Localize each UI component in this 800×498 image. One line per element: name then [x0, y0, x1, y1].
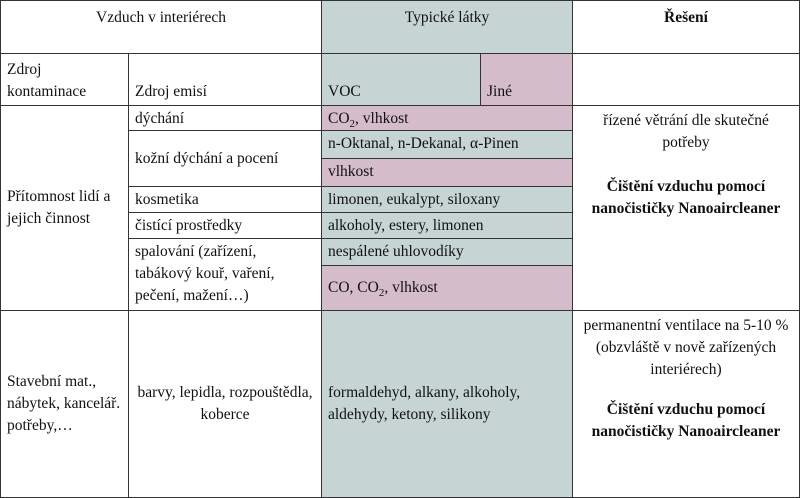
header-typical-substances-label: Typické látky — [404, 9, 490, 26]
co2-subscript: 2 — [349, 118, 356, 131]
group2-emission-label: barvy, lepidla, rozpouštědla, koberce — [137, 384, 313, 423]
co-co2-text: CO, CO — [328, 279, 379, 296]
group2-solution-cell: permanentní ventilace na 5-10 % (obzvláš… — [572, 310, 800, 498]
group1-source-cell: Přítomnost lidí a jejich činnost — [0, 105, 129, 311]
group2-source-label: Stavební mat., nábytek, kancelář. potřeb… — [7, 373, 121, 434]
group1-source-label: Přítomnost lidí a jejich činnost — [7, 188, 111, 227]
group2-substance-cell: formaldehyd, alkany, alkoholy, aldehydy,… — [321, 310, 573, 498]
group2-substance-label: formaldehyd, alkany, alkoholy, aldehydy,… — [328, 384, 521, 423]
subheader-solutions-empty — [572, 53, 800, 106]
group1-substance-combustion-voc: nespálené uhlovodíky — [321, 238, 573, 266]
group1-substance-skin-other: vlhkost — [321, 158, 573, 187]
header-air-indoor-label: Vzduch v interiérech — [96, 9, 226, 26]
subheader-source-contamination: Zdroj kontaminace — [0, 53, 129, 106]
header-air-indoor: Vzduch v interiérech — [0, 0, 322, 54]
group1-emission-breathing: dýchání — [128, 105, 322, 131]
group1-emission-skin-label: kožní dýchání a pocení — [135, 149, 279, 167]
group1-substance-combustion-voc-label: nespálené uhlovodíky — [328, 243, 464, 260]
group1-substance-skin-voc: n-Oktanal, n-Dekanal, α-Pinen — [321, 130, 573, 159]
group1-solution-bold: Čištění vzduchu pomocí nanočističky Nano… — [591, 178, 781, 217]
subheader-other: Jiné — [480, 53, 573, 106]
group1-substance-cleaning: alkoholy, estery, limonen — [321, 212, 573, 239]
humidity-text: , vlhkost — [355, 110, 409, 127]
subheader-source-emissions: Zdroj emisí — [128, 53, 322, 106]
subheader-voc-label: VOC — [328, 83, 361, 100]
group1-substance-skin-other-label: vlhkost — [328, 163, 374, 180]
group2-emission-cell: barvy, lepidla, rozpouštědla, koberce — [128, 310, 322, 498]
group1-substance-combustion-other: CO, CO2, vlhkost — [321, 265, 573, 311]
group2-solution-bold: Čištění vzduchu pomocí nanočističky Nano… — [591, 401, 781, 440]
subheader-other-label: Jiné — [487, 83, 512, 100]
group1-emission-cosmetics-label: kosmetika — [135, 191, 199, 208]
group1-substance-cosmetics-label: limonen, eukalypt, siloxany — [328, 191, 501, 208]
group1-emission-cleaning-label: čistící prostředky — [135, 217, 243, 234]
group1-emission-breathing-label: dýchání — [135, 110, 185, 127]
group1-emission-combustion-label: spalování (zařízení, tabákový kouř, vaře… — [135, 243, 275, 304]
header-solutions: Řešení — [572, 0, 800, 54]
subheader-source-emissions-label: Zdroj emisí — [135, 83, 207, 100]
group1-substance-cleaning-label: alkoholy, estery, limonen — [328, 217, 484, 234]
group1-emission-combustion: spalování (zařízení, tabákový kouř, vaře… — [128, 238, 322, 311]
co2-subscript-2: 2 — [378, 287, 385, 300]
humidity-text-2: , vlhkost — [384, 279, 438, 296]
group1-emission-cosmetics: kosmetika — [128, 186, 322, 213]
header-solutions-label: Řešení — [664, 9, 708, 26]
group2-solution-text: permanentní ventilace na 5-10 % (obzvláš… — [583, 317, 789, 378]
co2-text: CO — [328, 110, 350, 127]
group1-substance-cosmetics: limonen, eukalypt, siloxany — [321, 186, 573, 213]
group1-solution-text: řízené větrání dle skutečné potřeby — [603, 112, 769, 151]
group1-substance-combustion-other-label: CO, CO2, vlhkost — [328, 277, 438, 299]
group1-substance-skin-voc-label: n-Oktanal, n-Dekanal, α-Pinen — [328, 135, 519, 152]
subheader-voc: VOC — [321, 53, 481, 106]
group1-emission-cleaning: čistící prostředky — [128, 212, 322, 239]
header-typical-substances: Typické látky — [321, 0, 573, 54]
group2-source-cell: Stavební mat., nábytek, kancelář. potřeb… — [0, 310, 129, 498]
group1-substance-breathing: CO2, vlhkost — [321, 105, 573, 131]
subheader-source-contamination-label: Zdroj kontaminace — [7, 61, 87, 100]
group1-emission-skin: kožní dýchání a pocení — [128, 130, 322, 187]
group1-solution-cell: řízené větrání dle skutečné potřeby Čišt… — [572, 105, 800, 311]
